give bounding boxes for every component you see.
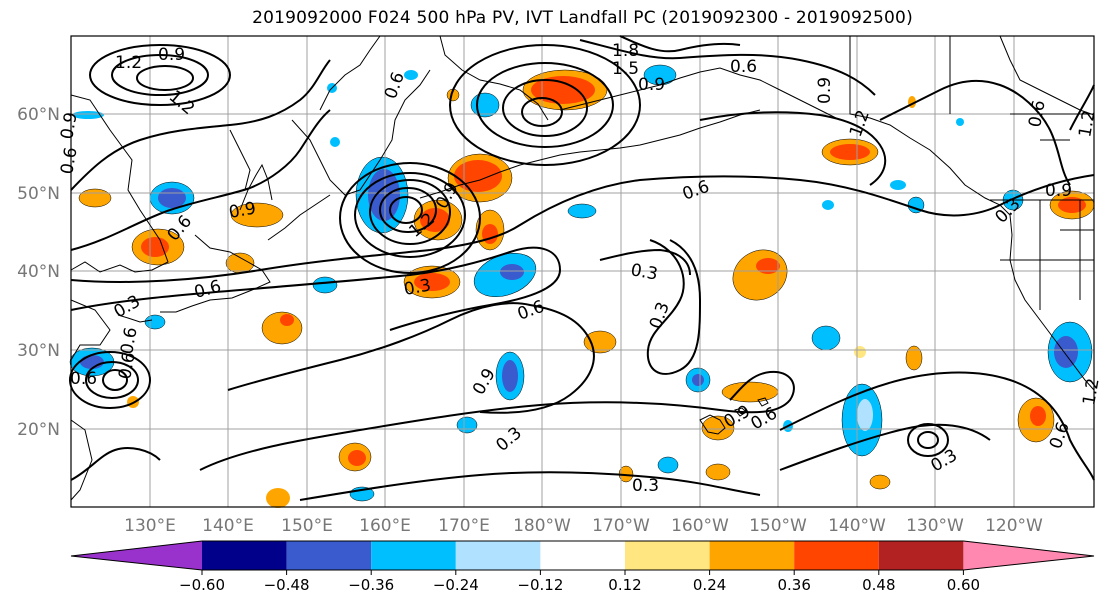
- contour-label: 0.9: [227, 199, 257, 223]
- colorbar-segment: [286, 541, 372, 570]
- lon-label-120w: 120°W: [985, 516, 1043, 536]
- contour-label: 0.3: [402, 276, 432, 300]
- colorbar-segment: [71, 541, 202, 570]
- contour-label: 0.3: [632, 476, 659, 496]
- contour-label: 0.3: [928, 445, 961, 476]
- colorbar-segment: [794, 541, 879, 570]
- contour-label: 0.6: [57, 146, 81, 176]
- map-frame: [70, 35, 1095, 508]
- contour-label: 0.9: [1045, 181, 1072, 201]
- lon-label-140e: 140°E: [202, 516, 254, 536]
- contour-label: 0.6: [115, 351, 139, 381]
- colorbar: −0.60 −0.48 −0.36 −0.24 −0.12 0.12 0.24 …: [70, 540, 1095, 594]
- longitude-labels: 130°E 140°E 150°E 160°E 170°E 180°W 170°…: [124, 516, 1043, 536]
- lat-label-40n: 40°N: [17, 262, 60, 282]
- colorbar-tick-label: 0.24: [693, 576, 726, 594]
- lat-label-30n: 30°N: [17, 341, 60, 361]
- contour-label: 1.2: [1075, 109, 1099, 139]
- colorbar-segment: [709, 541, 795, 570]
- chart-title: 2019092000 F024 500 hPa PV, IVT Landfall…: [252, 8, 913, 28]
- colorbar-segment: [878, 541, 964, 570]
- contour-label: 0.6: [70, 369, 97, 389]
- colorbar-tick-label: −0.36: [348, 576, 394, 594]
- colorbar-segment: [371, 541, 456, 570]
- contour-label: 0.9: [638, 75, 665, 95]
- contour-labels: 1.2 0.9 1.2 0.9 0.6 1.8 1.5 0.9 0.6 0.9 …: [57, 41, 1103, 496]
- contour-label: 0.6: [680, 177, 712, 205]
- lat-label-60n: 60°N: [17, 105, 60, 125]
- graticule: [71, 36, 1094, 507]
- lon-label-150e: 150°E: [281, 516, 333, 536]
- contour-label: 0.3: [629, 260, 659, 284]
- contour-label: 0.6: [1025, 99, 1049, 129]
- contour-label: 0.9: [469, 365, 500, 398]
- contour-label: 1.8: [612, 41, 639, 61]
- lon-label-150w: 150°W: [749, 516, 807, 536]
- lon-label-170e: 170°E: [438, 516, 490, 536]
- coastlines: [70, 35, 1095, 501]
- colorbar-segment: [625, 541, 710, 570]
- contour-label: 0.6: [730, 57, 757, 77]
- lon-label-160e: 160°E: [359, 516, 411, 536]
- contour-label: 0.9: [815, 77, 835, 104]
- lat-label-20n: 20°N: [17, 420, 60, 440]
- lon-label-140w: 140°W: [828, 516, 886, 536]
- ivt-pc-shading: [69, 64, 1095, 508]
- colorbar-tick-label: 0.60: [947, 576, 980, 594]
- lon-label-130w: 130°W: [906, 516, 964, 536]
- colorbar-tick-label: 0.12: [608, 576, 641, 594]
- colorbar-segment: [963, 541, 1094, 570]
- contour-label: 0.6: [117, 326, 141, 356]
- colorbar-tick-label: −0.48: [264, 576, 310, 594]
- contour-label: 1.2: [1079, 377, 1103, 407]
- contour-label: 1.5: [612, 59, 639, 79]
- colorbar-segment: [455, 541, 541, 570]
- colorbar-segment: [202, 541, 287, 570]
- colorbar-tick-label: −0.60: [179, 576, 225, 594]
- lon-label-170w: 170°W: [592, 516, 650, 536]
- colorbar-tick-label: 0.36: [777, 576, 810, 594]
- lon-label-160w: 160°W: [671, 516, 729, 536]
- lat-label-50n: 50°N: [17, 184, 60, 204]
- colorbar-tick-label: 0.48: [862, 576, 895, 594]
- colorbar-tick-label: −0.24: [433, 576, 479, 594]
- latitude-labels: 60°N 50°N 40°N 30°N 20°N: [17, 105, 60, 440]
- negative-anomaly-patches: [69, 64, 1093, 502]
- pv-contours: [69, 35, 1095, 501]
- positive-anomaly-patches: [78, 69, 1095, 508]
- lon-label-180w: 180°W: [513, 516, 571, 536]
- contour-label: 0.3: [646, 299, 674, 331]
- contour-label: 1.2: [115, 53, 142, 73]
- colorbar-segment: [540, 541, 625, 570]
- colorbar-tick-label: −0.12: [517, 576, 563, 594]
- contour-label: 0.3: [492, 423, 526, 456]
- contour-label: 0.9: [57, 111, 81, 141]
- lon-label-130e: 130°E: [124, 516, 176, 536]
- contour-label: 0.3: [111, 291, 144, 322]
- contour-label: 0.9: [158, 45, 185, 65]
